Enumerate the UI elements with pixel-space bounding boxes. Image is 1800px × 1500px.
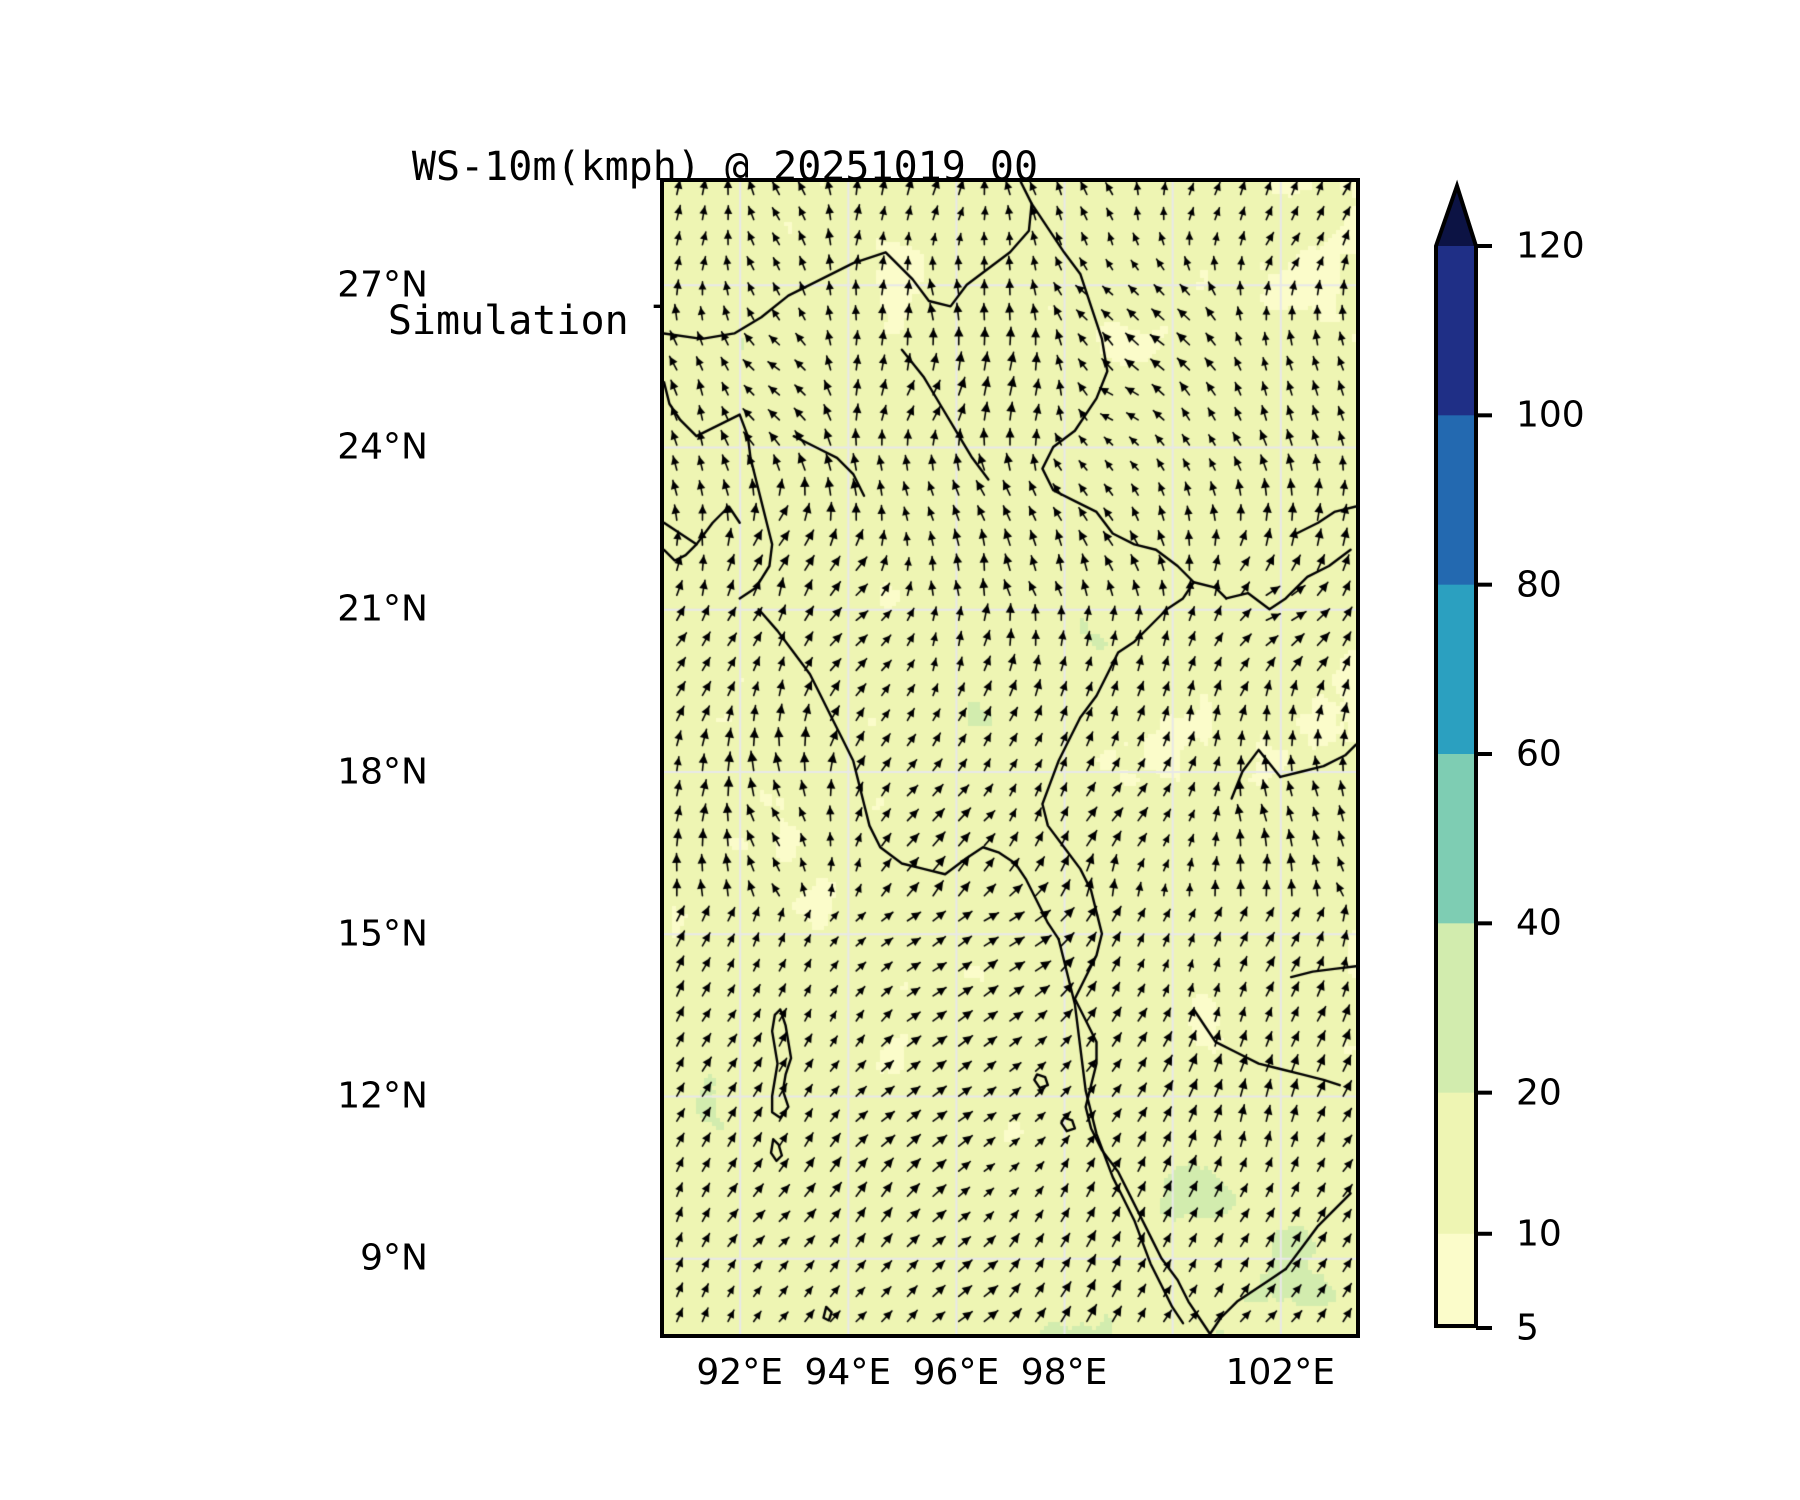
latitude-tick-label: 9°N: [360, 1237, 428, 1279]
colorbar-band: [1436, 584, 1476, 755]
colorbar-tick-label: 60: [1516, 733, 1562, 775]
latitude-tick-label: 24°N: [337, 426, 428, 468]
longitude-tick-label: 94°E: [804, 1352, 892, 1393]
wind-speed-map-canvas: [664, 182, 1356, 1334]
colorbar-tick-label: 80: [1516, 564, 1562, 606]
colorbar[interactable]: [1432, 178, 1492, 1330]
colorbar-tick-label: 20: [1516, 1072, 1562, 1114]
colorbar-tick-label: 100: [1516, 394, 1585, 436]
latitude-tick-label: 21°N: [337, 588, 428, 630]
colorbar-band: [1436, 753, 1476, 924]
colorbar-band: [1436, 1092, 1476, 1235]
colorbar-outline: [1434, 179, 1478, 1328]
colorbar-tick-label: 5: [1516, 1307, 1539, 1349]
colorbar-tick-label: 40: [1516, 902, 1562, 944]
colorbar-extend-arrow: [1436, 186, 1476, 246]
colorbar-band: [1436, 923, 1476, 1094]
longitude-tick-label: 102°E: [1225, 1352, 1336, 1393]
colorbar-band: [1436, 415, 1476, 586]
map-plot-area[interactable]: [660, 178, 1360, 1338]
latitude-tick-label: 15°N: [337, 913, 428, 955]
colorbar-band: [1436, 1233, 1476, 1329]
colorbar-tick-label: 10: [1516, 1213, 1562, 1255]
colorbar-tick-label: 120: [1516, 225, 1585, 267]
latitude-tick-label: 12°N: [337, 1075, 428, 1117]
longitude-tick-label: 98°E: [1020, 1352, 1108, 1393]
longitude-tick-label: 96°E: [912, 1352, 1000, 1393]
longitude-tick-label: 92°E: [696, 1352, 783, 1393]
latitude-tick-label: 18°N: [337, 751, 428, 793]
latitude-tick-label: 27°N: [337, 264, 428, 306]
colorbar-band: [1436, 246, 1476, 416]
colorbar-swatches: [1434, 179, 1492, 1330]
